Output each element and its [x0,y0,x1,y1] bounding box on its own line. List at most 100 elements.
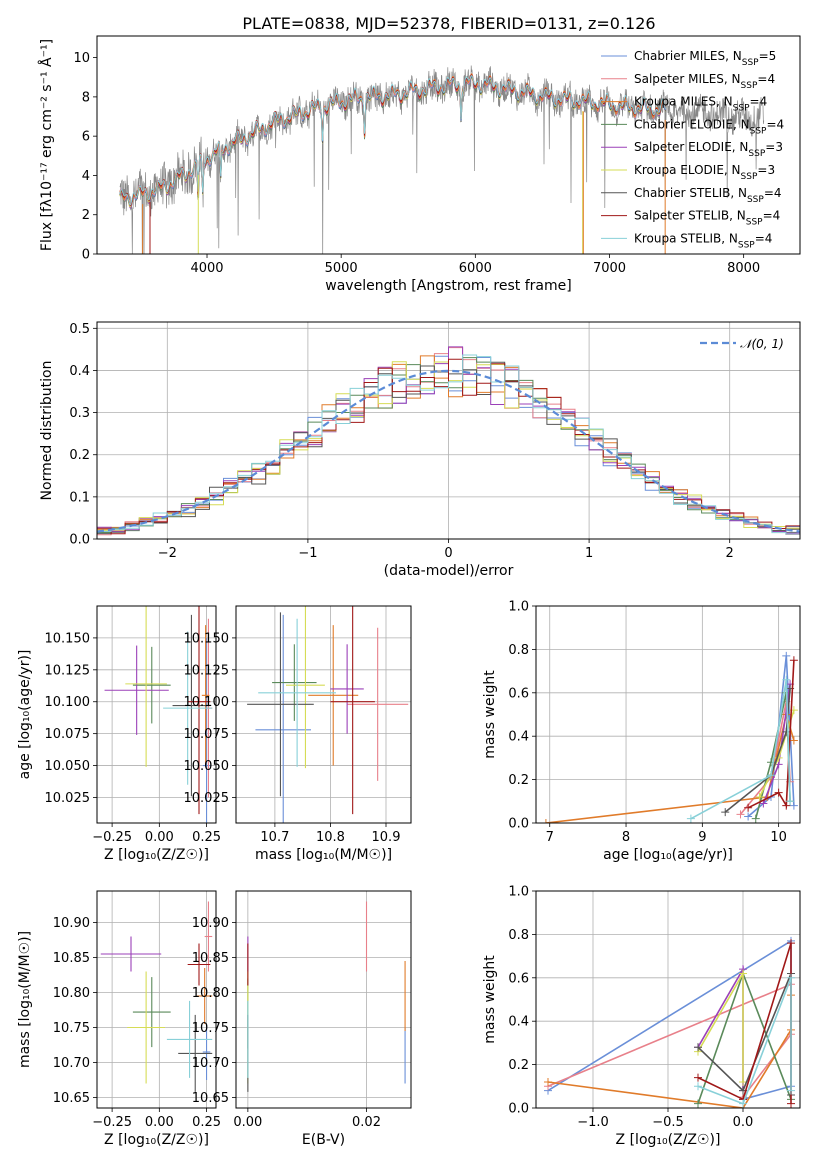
y-axis-label: mass weight [482,955,498,1044]
panel-age-vs-Z: −0.25 0.00 0.25 10.025 10.050 10.075 10.100 10.… [17,605,221,863]
weight-marker [541,819,550,823]
axes: −1.0 −0.5 0.0 0.0 0.2 0.4 0.6 0.8 1.0 Z [log₁₀(Z/… [482,885,801,1148]
errorbar-kroupa-stelib [166,1000,213,1078]
normal-curve [97,369,800,533]
axes: −0.25 0.00 0.25 10.025 10.050 10.075 10.100 10.… [17,605,221,863]
weights-salpeter-elodie [697,966,744,1091]
y-tick-label: 0.3 [69,406,90,421]
legend-item-kroupa-elodie: Kroupa ELODIE, NSSP=3 [601,163,775,182]
y-tick-label: 10.025 [184,791,230,806]
x-tick-label: 2 [726,546,734,561]
y-tick-label: 10.100 [184,695,230,710]
errorbar-kroupa-elodie [286,606,325,769]
axes-frame [535,605,801,824]
x-tick-label: 10.9 [372,830,401,845]
weight-marker [694,1073,702,1082]
errorbar-kroupa-elodie [125,606,167,767]
errorbar-chabrier-stelib [172,614,211,797]
x-axis-label: Z [log₁₀(Z/Z☉)] [104,1132,209,1148]
x-tick-label: 9 [698,830,706,845]
errorbar-chabrier-miles [255,614,311,823]
y-tick-label: 0.4 [508,730,529,745]
x-tick-label: 7000 [593,261,626,276]
weights-chabrier-stelib [697,973,792,1095]
errorbar-chabrier-elodie [132,646,171,724]
weights-kroupa-stelib [697,977,792,1105]
weight-marker [744,812,753,821]
y-tick-label: 10.150 [45,631,91,646]
weight-marker [544,1077,552,1086]
weight-marker [721,808,730,817]
legend-label: Salpeter STELIB, NSSP=4 [634,209,780,228]
legend: 𝒩(0, 1) [700,337,784,351]
y-tick-label: 10.100 [45,695,91,710]
y-tick-label: 10.70 [53,1056,90,1071]
legend-label: 𝒩(0, 1) [740,337,784,351]
y-tick-label: 10.125 [45,663,91,678]
weight-marker [789,801,798,810]
x-tick-label: −0.5 [652,1115,684,1130]
axes-frame [235,605,412,824]
x-axis-label: Z [log₁₀(Z/Z☉)] [104,847,209,863]
weight-marker [755,792,764,801]
weight-marker [787,1086,795,1095]
legend-label: Chabrier ELODIE, NSSP=4 [634,117,784,136]
x-tick-label: 7 [546,830,554,845]
y-tick-label: 0.5 [69,322,90,337]
plot-area [247,606,409,823]
y-tick-label: 0.4 [508,1015,529,1030]
errorbar-salpeter-stelib [187,606,211,815]
weights-salpeter-miles [547,983,792,1098]
x-tick-label: 0.25 [192,1115,221,1130]
errorbar-chabrier-miles [202,637,211,823]
x-tick-label: −1.0 [577,1115,609,1130]
x-axis-label: Z [log₁₀(Z/Z☉)] [616,1132,721,1148]
y-tick-label: 10.90 [192,916,229,931]
y-tick-label: 10.025 [45,791,91,806]
x-tick-label: 0.00 [145,1115,174,1130]
weight-marker [786,797,795,806]
axes: −2 −1 0 1 2 0.0 0.1 0.2 0.3 0.4 0.5 (data-model)/er… [39,321,801,579]
weight-marker [736,810,745,819]
y-axis-label: mass [log₁₀(M/M☉)] [17,931,33,1068]
errorbar-salpeter-miles [347,627,409,781]
legend-item-chabrier-stelib: Chabrier STELIB, NSSP=4 [601,186,782,205]
y-tick-label: 8 [82,90,90,105]
y-tick-label: 10.65 [192,1091,229,1106]
weight-marker [787,973,795,982]
x-tick-label: 0.02 [352,1115,381,1130]
y-tick-label: 10.80 [192,986,229,1001]
data-spectrum [119,65,765,254]
y-axis-label: mass weight [482,670,498,759]
errorbar-kroupa-elodie [127,971,165,1084]
weight-marker [686,814,695,823]
panel-age-vs-mass: 10.7 10.8 10.9 10.025 10.050 10.075 10.100 10.1… [184,605,412,863]
errorbar-salpeter-stelib [187,943,211,986]
y-tick-label: 10.85 [192,951,229,966]
axes-frame [96,890,217,1109]
y-axis-label: Flux [fλ10⁻¹⁷ erg cm⁻² s⁻¹ Å⁻¹] [38,39,55,251]
axes: 7 8 9 10 0.0 0.2 0.4 0.6 0.8 1.0 age [log₁₀(age/yr… [482,600,801,863]
y-tick-label: 0.4 [69,364,90,379]
x-tick-label: 6000 [459,261,492,276]
x-axis-label: wavelength [Angstrom, rest frame] [325,278,571,294]
y-tick-label: 10.75 [192,1021,229,1036]
y-axis-label: Normed distribution [39,361,55,501]
errorbar-chabrier-elodie [132,977,171,1048]
axes-frame [96,605,217,824]
legend-label: Chabrier MILES, NSSP=5 [634,49,776,68]
axes: 0.00 0.02 10.65 10.70 10.75 10.80 10.85 10.90 E(… [192,890,412,1148]
y-tick-label: 0.0 [69,533,90,548]
x-tick-label: 0.25 [192,830,221,845]
legend-item-salpeter-elodie: Salpeter ELODIE, NSSP=3 [601,140,783,159]
weights-salpeter-stelib [747,660,795,809]
legend-label: Salpeter ELODIE, NSSP=3 [634,140,783,159]
y-tick-label: 10.125 [184,663,230,678]
y-tick-label: 6 [82,130,90,145]
x-tick-label: 10.7 [260,830,289,845]
legend-item-salpeter-stelib: Salpeter STELIB, NSSP=4 [601,209,780,228]
weights-kroupa-miles [547,995,792,1108]
errorbar-kroupa-stelib [163,631,213,785]
y-tick-label: 10.65 [53,1091,90,1106]
